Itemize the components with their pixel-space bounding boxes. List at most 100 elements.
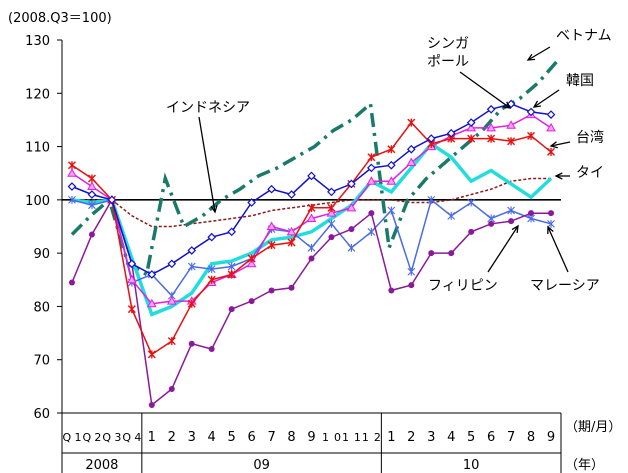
series-magenta-triangle <box>67 109 556 308</box>
data-point <box>387 145 396 154</box>
annotation-label: ベトナム <box>556 28 612 44</box>
x-tick-label: Q3 <box>102 431 121 444</box>
x-tick-label: 4 <box>208 430 216 445</box>
data-point <box>267 241 276 250</box>
y-tick-label: 90 <box>33 247 50 262</box>
data-point <box>448 250 455 257</box>
data-point <box>88 201 96 210</box>
data-point <box>366 176 377 185</box>
data-point <box>307 203 316 212</box>
series-line <box>71 141 553 317</box>
data-point <box>146 298 157 308</box>
period-label: （期/月） <box>565 420 621 435</box>
data-point <box>506 120 516 129</box>
y-tick-label: 60 <box>33 407 50 422</box>
annotation-label: 韓国 <box>566 73 594 89</box>
data-point <box>487 134 496 143</box>
data-point <box>466 118 476 127</box>
series-line <box>71 121 552 356</box>
data-point <box>87 190 97 199</box>
data-point <box>287 190 296 199</box>
x-tick-label: 3 <box>188 430 196 445</box>
x-tick-label: 9 <box>547 430 555 445</box>
x-tick-label: 5 <box>467 430 475 445</box>
data-point <box>247 254 256 263</box>
series-フィリピン <box>68 196 555 409</box>
data-point <box>127 305 136 314</box>
data-point <box>68 195 76 204</box>
data-point <box>187 262 196 271</box>
x-tick-label: 11 <box>342 431 361 444</box>
data-point <box>268 287 275 294</box>
annotation-arrow-head <box>511 224 519 233</box>
year-axis-label: （年） <box>565 458 604 473</box>
y-tick-label: 130 <box>25 34 50 49</box>
data-point <box>407 118 416 127</box>
series-line <box>70 60 559 278</box>
data-point <box>147 270 157 279</box>
data-point <box>307 171 316 181</box>
data-point <box>147 350 156 359</box>
data-point <box>428 250 435 257</box>
annotation-arrow-head <box>526 53 536 61</box>
y-tick-label: 120 <box>25 87 50 102</box>
data-point <box>486 122 497 132</box>
data-point <box>126 274 137 284</box>
data-point <box>88 231 95 238</box>
data-point <box>327 203 336 212</box>
data-point <box>288 284 295 291</box>
data-point <box>207 232 217 242</box>
data-point <box>388 287 395 294</box>
data-point <box>166 296 177 305</box>
annotation-label: タイ <box>576 165 604 181</box>
data-point <box>407 267 416 276</box>
data-point <box>367 227 376 236</box>
annotation-arrow-line <box>198 116 216 213</box>
data-point <box>447 211 456 220</box>
annotation-label: 台湾 <box>576 129 604 146</box>
data-point <box>67 161 76 170</box>
data-point <box>167 337 176 346</box>
y-tick-label: 110 <box>25 141 50 156</box>
data-point <box>87 174 96 183</box>
data-point <box>228 306 235 313</box>
data-point <box>507 137 516 146</box>
y-axis: 60 70 80 90 100 110 120 130 <box>25 34 561 422</box>
annotation-arrow-line <box>459 71 511 109</box>
x-tick-label: 9 <box>307 430 315 445</box>
series-line <box>72 177 551 228</box>
series-layer <box>67 60 559 409</box>
annotation-arrow-line <box>547 226 569 273</box>
annotation-label: インドネシア <box>166 100 250 116</box>
data-point <box>67 168 77 177</box>
data-point <box>286 226 297 236</box>
data-point <box>168 386 175 393</box>
data-point <box>87 181 97 191</box>
data-point <box>488 220 495 227</box>
data-point <box>427 195 436 204</box>
x-tick-label: 7 <box>507 430 515 445</box>
data-point <box>167 259 177 269</box>
y-tick-label: 70 <box>33 354 50 369</box>
data-point <box>426 134 436 143</box>
data-point <box>306 213 317 223</box>
data-point <box>547 147 556 156</box>
annotation-arrow-head <box>210 205 218 214</box>
data-point <box>446 128 456 138</box>
annotation-arrow-head <box>502 101 512 109</box>
x-tick-label: 1 <box>148 430 156 445</box>
annotation-label: ポール <box>427 54 469 70</box>
year-label: 09 <box>253 458 270 473</box>
year-label: 10 <box>463 458 480 473</box>
data-point <box>486 104 496 114</box>
data-point <box>367 163 376 173</box>
x-tick-label: 8 <box>287 430 295 445</box>
data-point <box>507 206 515 215</box>
data-point <box>307 243 316 252</box>
data-point <box>327 187 336 197</box>
data-point <box>387 206 396 215</box>
annotation-arrow-line <box>533 89 560 108</box>
